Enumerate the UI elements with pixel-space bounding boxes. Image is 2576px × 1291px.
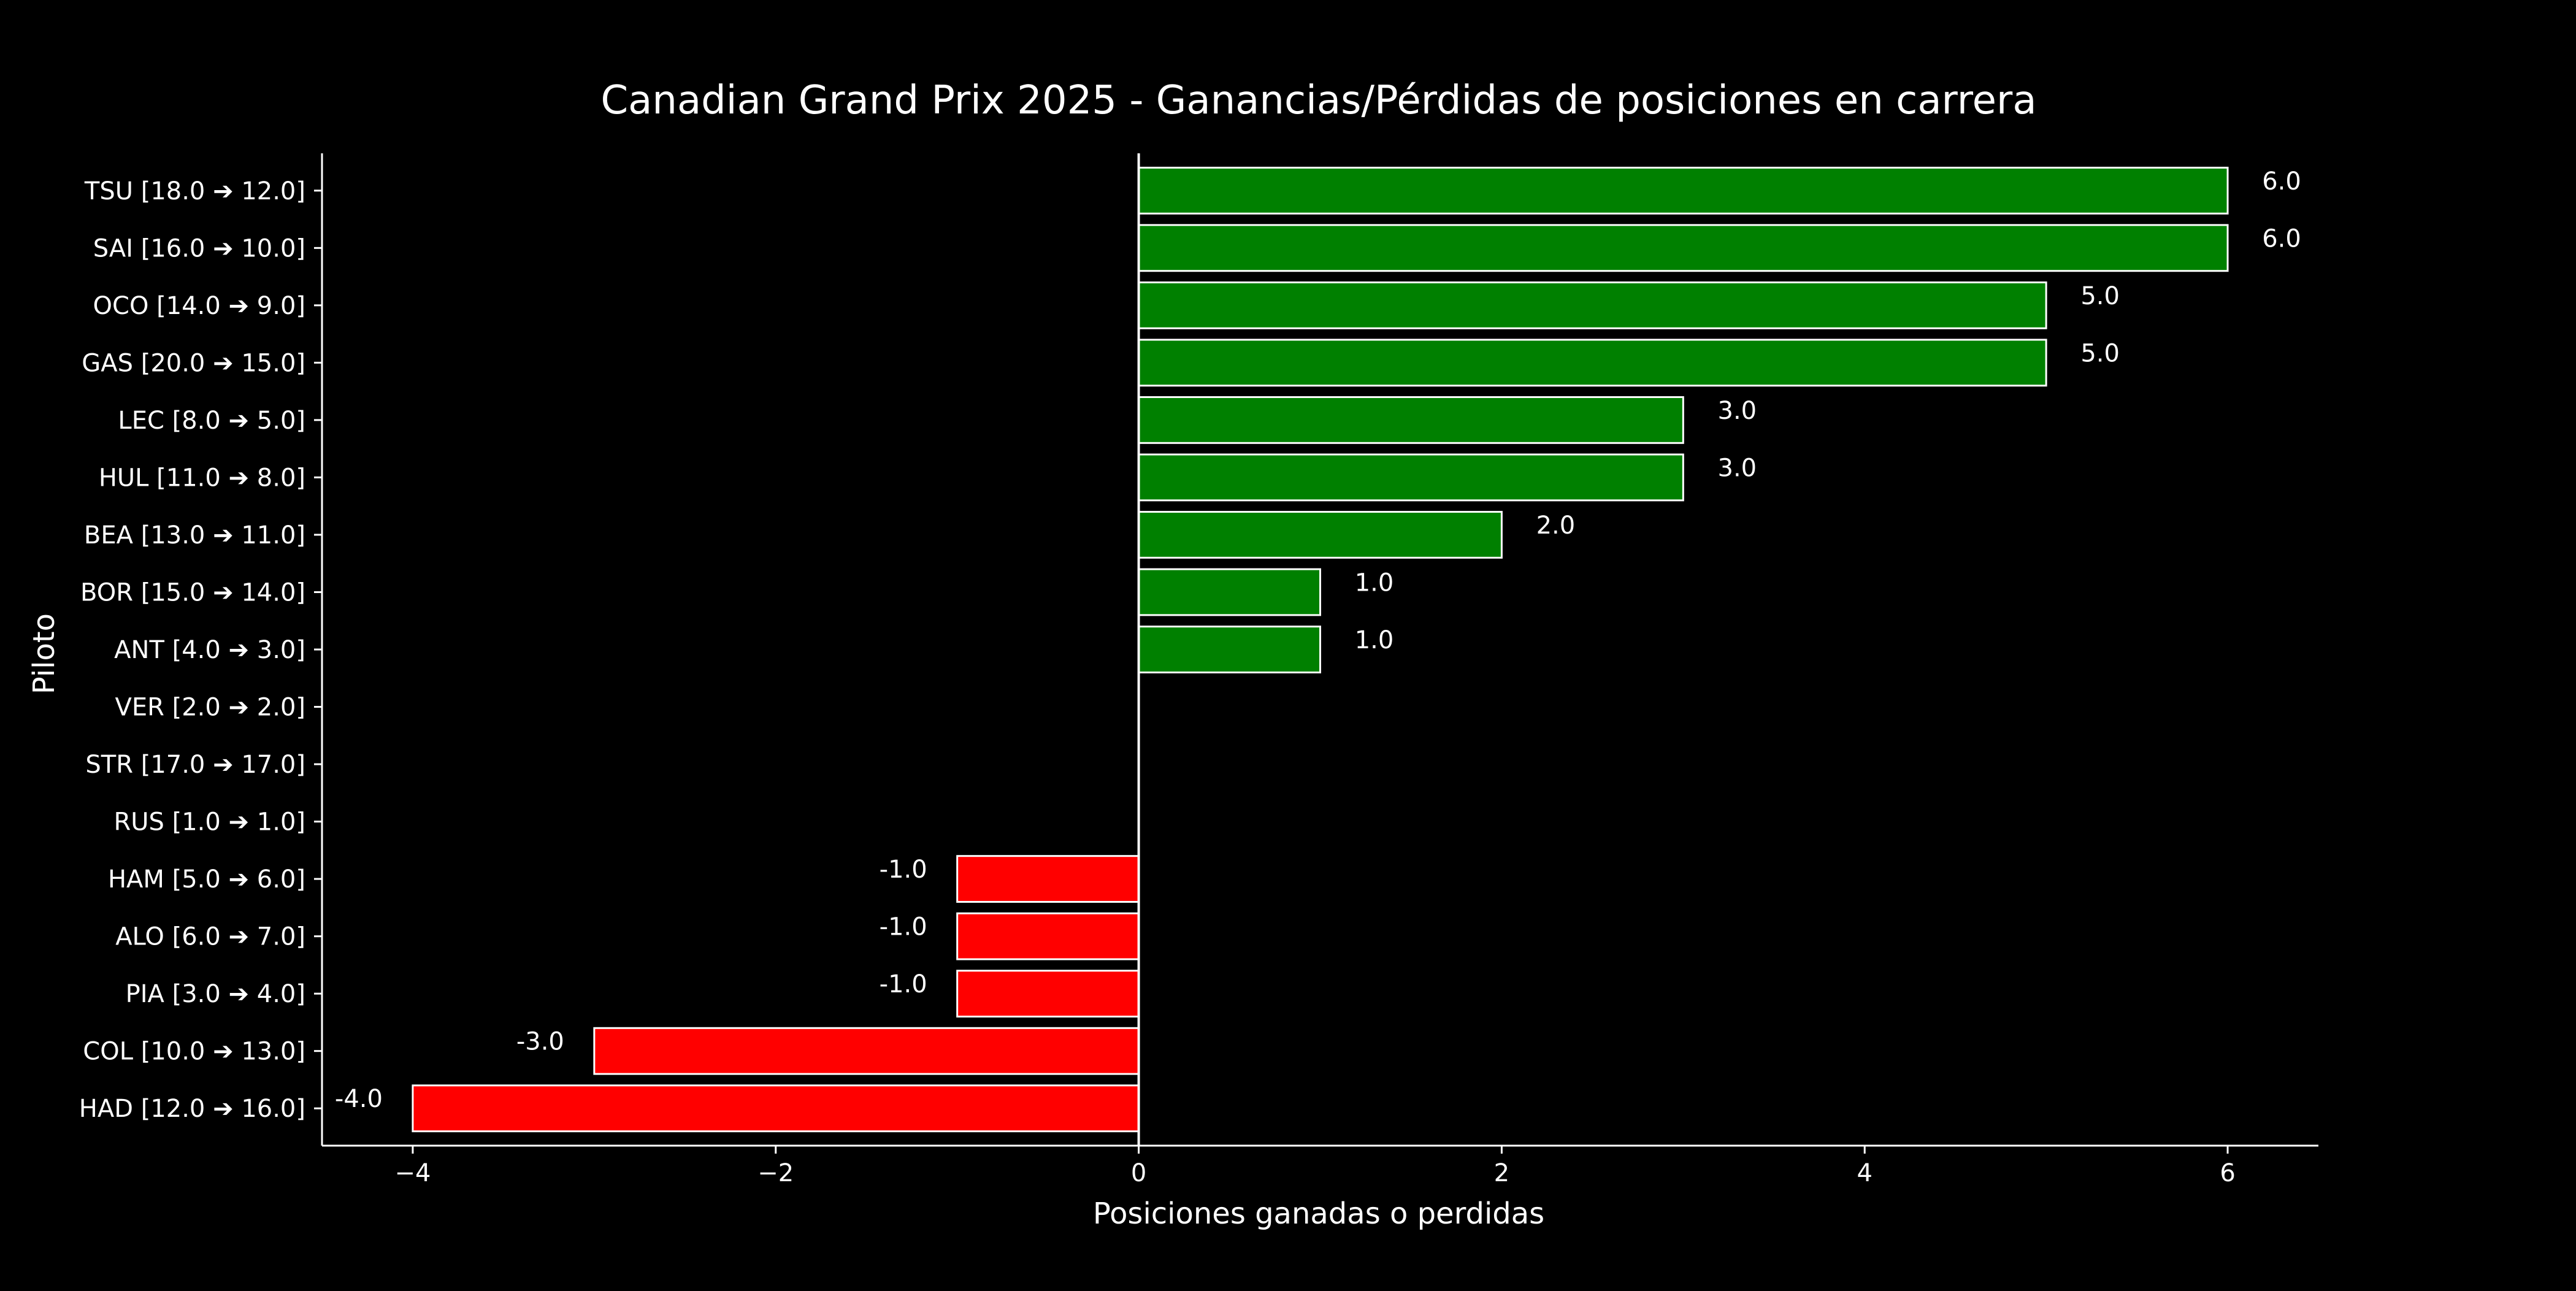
value-label: -3.0 [516,1028,564,1056]
y-tick-label: LEC [8.0 ➔ 5.0] [118,407,305,435]
y-tick-label: ANT [4.0 ➔ 3.0] [114,636,305,664]
y-tick-label: VER [2.0 ➔ 2.0] [115,694,305,722]
x-axis-label: Posiciones ganadas o perdidas [1093,1197,1544,1231]
y-tick-label: BEA [13.0 ➔ 11.0] [84,521,305,550]
value-label: 3.0 [1718,397,1757,425]
value-label: -1.0 [880,913,927,941]
bars-group [412,166,2229,1133]
bar [956,855,1140,903]
x-tick-label: 2 [1494,1159,1509,1187]
axes-group [321,153,2318,1147]
y-tick-label: OCO [14.0 ➔ 9.0] [93,292,305,320]
y-tick-label: PIA [3.0 ➔ 4.0] [126,980,305,1008]
value-label: 1.0 [1355,626,1394,654]
bar [1138,281,2047,329]
bar [956,970,1140,1018]
x-tick-label: −2 [757,1159,794,1187]
bar [1138,224,2229,272]
y-tick-label: HAM [5.0 ➔ 6.0] [108,865,305,894]
value-label: -1.0 [880,856,927,884]
y-tick-label: SAI [16.0 ➔ 10.0] [93,234,305,262]
bar [1138,396,1684,444]
y-tick-label: HUL [11.0 ➔ 8.0] [99,464,305,492]
x-tick-label: −4 [394,1159,431,1187]
value-label: -4.0 [335,1085,383,1113]
y-tick-label: COL [10.0 ➔ 13.0] [83,1038,305,1066]
bar [1138,511,1503,559]
value-label: 3.0 [1718,454,1757,482]
bar [1138,626,1322,673]
value-label: 6.0 [2262,224,2301,253]
y-tick-label: BOR [15.0 ➔ 14.0] [80,578,305,607]
bar [412,1084,1140,1133]
bar [1138,339,2047,387]
y-tick-label: ALO [6.0 ➔ 7.0] [115,923,305,951]
value-label: 5.0 [2080,339,2120,367]
value-labels-group: 6.0 6.0 5.0 5.0 3.0 3.0 2.0 1.0 1.0 -1.0 -1.0 -1.0 -… [335,167,2301,1113]
value-label: 6.0 [2262,167,2301,196]
y-axis-label: Piloto [27,613,61,694]
y-axis-ticks: TSU [18.0 ➔ 12.0] SAI [16.0 ➔ 10.0] OCO [1… [79,177,322,1123]
y-tick-label: STR [17.0 ➔ 17.0] [85,751,305,779]
bar [956,912,1140,960]
bar [1138,568,1322,616]
value-label: 2.0 [1536,511,1576,540]
x-tick-label: 0 [1131,1159,1146,1187]
y-tick-label: RUS [1.0 ➔ 1.0] [113,808,305,837]
bar [1138,453,1684,502]
value-label: 5.0 [2080,282,2120,310]
x-tick-label: 6 [2220,1159,2235,1187]
y-tick-label: HAD [12.0 ➔ 16.0] [79,1095,305,1123]
y-tick-label: TSU [18.0 ➔ 12.0] [84,177,305,205]
x-axis-ticks: −4 −2 0 2 4 6 [394,1146,2236,1187]
bar [593,1027,1140,1075]
chart-title: Canadian Grand Prix 2025 - Ganancias/Pér… [600,78,2036,123]
y-tick-label: GAS [20.0 ➔ 15.0] [82,349,305,377]
x-tick-label: 4 [1857,1159,1873,1187]
value-label: -1.0 [880,970,927,998]
bar [1138,166,2229,215]
value-label: 1.0 [1355,569,1394,597]
